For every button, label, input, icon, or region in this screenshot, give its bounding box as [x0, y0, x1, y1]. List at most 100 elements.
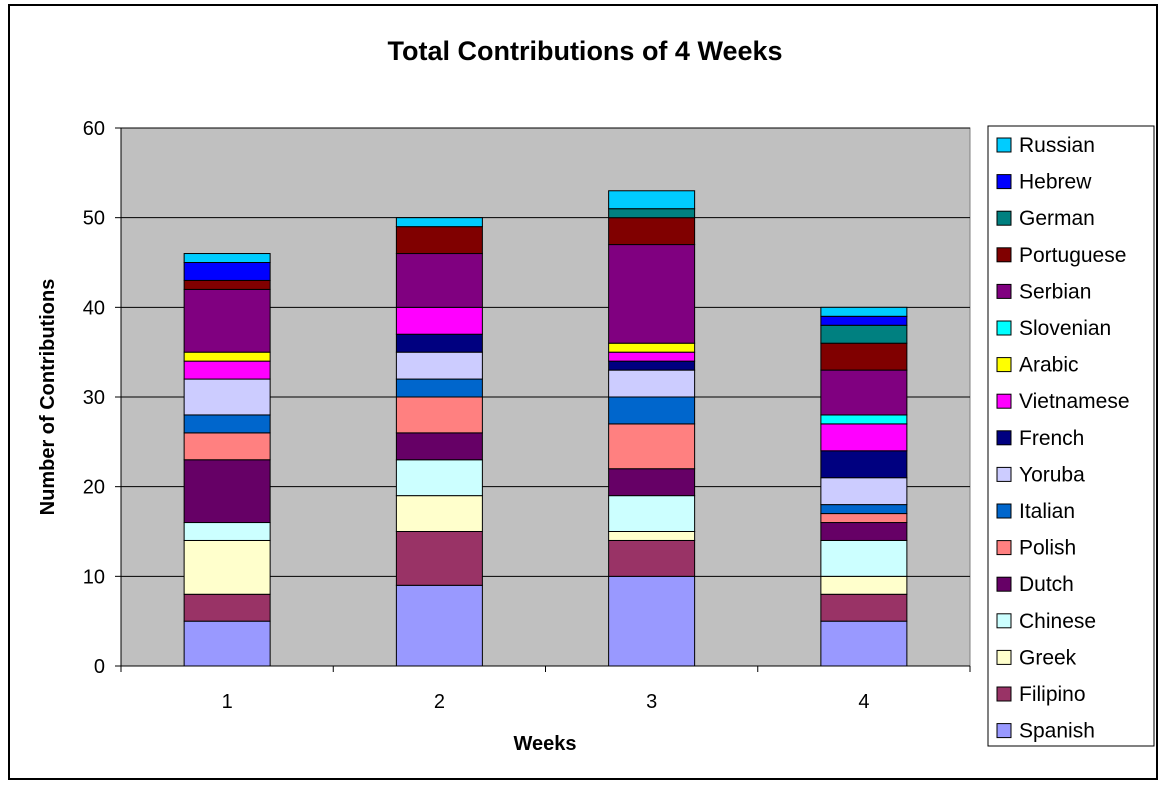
legend-label-spanish: Spanish: [1019, 720, 1095, 743]
bar-segment-chinese-week-3: [608, 495, 696, 532]
bar-segment-filipino-week-2: [395, 531, 483, 586]
bar-segment-german-week-3: [608, 208, 696, 219]
legend-swatch-hebrew: [996, 174, 1012, 190]
y-tick-label: 60: [83, 118, 105, 140]
bar-segment-russian-week-3: [608, 190, 696, 210]
bar-segment-arabic-week-3: [608, 342, 696, 353]
bar-segment-italian-week-2: [395, 378, 483, 398]
legend-label-serbian: Serbian: [1019, 280, 1091, 303]
bar-segment-polish-week-2: [395, 396, 483, 434]
x-tick-label: 4: [858, 691, 869, 713]
legend-label-german: German: [1019, 207, 1095, 230]
legend-label-greek: Greek: [1019, 646, 1077, 669]
bar-segment-chinese-week-1: [183, 522, 271, 541]
bar-segment-arabic-week-1: [183, 351, 271, 362]
bar-segment-italian-week-3: [608, 396, 696, 425]
bar-segment-greek-week-3: [608, 531, 696, 541]
bar-segment-serbian-week-2: [395, 253, 483, 308]
bar-segment-dutch-week-1: [183, 459, 271, 524]
bar-segment-dutch-week-3: [608, 468, 696, 497]
bar-segment-portuguese-week-2: [395, 226, 483, 255]
bar-segment-polish-week-1: [183, 432, 271, 461]
legend-swatch-slovenian: [996, 320, 1012, 336]
bar-segment-greek-week-2: [395, 495, 483, 532]
bar-segment-french-week-2: [395, 333, 483, 353]
bar-segment-spanish-week-3: [608, 575, 696, 667]
legend: [987, 125, 1155, 747]
legend-label-dutch: Dutch: [1019, 573, 1074, 596]
x-tick-label: 3: [646, 691, 657, 713]
legend-label-filipino: Filipino: [1019, 683, 1086, 706]
legend-swatch-portuguese: [996, 247, 1012, 263]
legend-label-russian: Russian: [1019, 134, 1095, 157]
bar-segment-polish-week-3: [608, 423, 696, 470]
legend-swatch-german: [996, 210, 1012, 226]
legend-label-hebrew: Hebrew: [1019, 171, 1092, 194]
bar-segment-vietnamese-week-4: [820, 423, 908, 452]
legend-label-french: French: [1019, 427, 1084, 450]
bar-segment-italian-week-4: [820, 504, 908, 515]
legend-swatch-arabic: [996, 357, 1012, 373]
bar-segment-french-week-4: [820, 450, 908, 479]
bar-segment-spanish-week-4: [820, 620, 908, 667]
legend-label-vietnamese: Vietnamese: [1019, 390, 1130, 413]
bar-segment-serbian-week-1: [183, 288, 271, 353]
bar-segment-russian-week-4: [820, 306, 908, 317]
legend-label-chinese: Chinese: [1019, 610, 1096, 633]
bar-segment-polish-week-4: [820, 513, 908, 524]
legend-swatch-french: [996, 430, 1012, 446]
bar-segment-portuguese-week-1: [183, 279, 271, 290]
bar-segment-vietnamese-week-2: [395, 306, 483, 335]
bar-segment-dutch-week-4: [820, 522, 908, 541]
y-tick-label: 30: [83, 387, 105, 409]
chart-title: Total Contributions of 4 Weeks: [387, 36, 782, 66]
legend-swatch-spanish: [996, 723, 1012, 739]
y-tick-label: 40: [83, 297, 105, 319]
legend-swatch-yoruba: [996, 466, 1012, 482]
x-axis-label: Weeks: [513, 733, 576, 755]
y-axis-label: Number of Contributions: [37, 279, 59, 516]
y-tick-label: 20: [83, 477, 105, 499]
legend-label-yoruba: Yoruba: [1019, 463, 1085, 486]
bar-segment-german-week-4: [820, 324, 908, 344]
bar-segment-filipino-week-1: [183, 593, 271, 622]
legend-swatch-polish: [996, 540, 1012, 556]
bar-segment-vietnamese-week-3: [608, 351, 696, 362]
bar-segment-yoruba-week-3: [608, 369, 696, 398]
bars: [183, 190, 908, 667]
legend-swatch-russian: [996, 137, 1012, 153]
bar-segment-hebrew-week-4: [820, 315, 908, 326]
axes: 0 10 20 30 40 50 60 1 2 3 4: [83, 118, 971, 713]
bar-segment-portuguese-week-4: [820, 342, 908, 371]
legend-swatch-dutch: [996, 576, 1012, 592]
y-tick-label: 10: [83, 566, 105, 588]
legend-swatch-italian: [996, 503, 1012, 519]
bar-segment-serbian-week-4: [820, 369, 908, 416]
y-tick-label: 0: [94, 656, 105, 678]
bar-segment-chinese-week-2: [395, 459, 483, 497]
bar-segment-spanish-week-1: [183, 620, 271, 667]
y-tick-label: 50: [83, 208, 105, 230]
bar-segment-filipino-week-4: [820, 593, 908, 622]
legend-items: Russian Hebrew German Portuguese Serbian Slov…: [996, 134, 1130, 743]
bar-segment-yoruba-week-2: [395, 351, 483, 380]
x-tick-label: 2: [434, 691, 445, 713]
bar-segment-chinese-week-4: [820, 539, 908, 577]
bar-segment-dutch-week-2: [395, 432, 483, 461]
legend-swatch-vietnamese: [996, 393, 1012, 409]
bar-segment-french-week-3: [608, 360, 696, 371]
bar-segment-russian-week-2: [395, 217, 483, 228]
bar-segment-russian-week-1: [183, 253, 271, 264]
legend-swatch-greek: [996, 649, 1012, 665]
legend-swatch-serbian: [996, 283, 1012, 299]
bar-segment-yoruba-week-4: [820, 477, 908, 506]
bar-segment-portuguese-week-3: [608, 217, 696, 246]
legend-label-arabic: Arabic: [1019, 354, 1079, 377]
bar-segment-hebrew-week-1: [183, 262, 271, 281]
bar-segment-greek-week-4: [820, 575, 908, 595]
bar-segment-filipino-week-3: [608, 539, 696, 577]
bar-segment-vietnamese-week-1: [183, 360, 271, 380]
legend-label-polish: Polish: [1019, 537, 1076, 560]
bar-segment-spanish-week-2: [395, 584, 483, 667]
